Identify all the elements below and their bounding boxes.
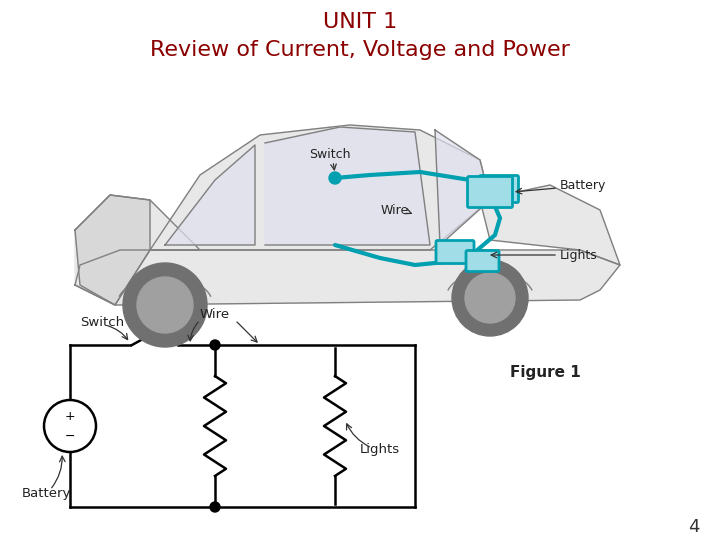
- Circle shape: [465, 273, 515, 323]
- Text: Lights: Lights: [360, 443, 400, 456]
- Circle shape: [210, 340, 220, 350]
- Text: Battery: Battery: [22, 487, 71, 500]
- Circle shape: [329, 172, 341, 184]
- Circle shape: [137, 277, 193, 333]
- Text: Wire: Wire: [200, 308, 230, 321]
- FancyBboxPatch shape: [467, 177, 513, 207]
- FancyBboxPatch shape: [436, 240, 474, 264]
- Text: Figure 1: Figure 1: [510, 366, 581, 381]
- Circle shape: [210, 502, 220, 512]
- Polygon shape: [150, 125, 490, 250]
- Text: Battery: Battery: [560, 179, 606, 192]
- Polygon shape: [75, 250, 620, 305]
- Polygon shape: [435, 130, 490, 245]
- FancyBboxPatch shape: [466, 251, 499, 272]
- Polygon shape: [75, 195, 150, 305]
- Text: Lights: Lights: [560, 248, 598, 261]
- Polygon shape: [480, 185, 620, 265]
- Circle shape: [452, 260, 528, 336]
- Text: −: −: [65, 429, 76, 442]
- Circle shape: [123, 263, 207, 347]
- Text: Wire: Wire: [381, 204, 409, 217]
- FancyBboxPatch shape: [480, 176, 518, 202]
- Text: Switch: Switch: [80, 315, 124, 328]
- Polygon shape: [165, 145, 255, 245]
- Text: 4: 4: [688, 518, 700, 536]
- Text: UNIT 1: UNIT 1: [323, 12, 397, 32]
- Text: Review of Current, Voltage and Power: Review of Current, Voltage and Power: [150, 40, 570, 60]
- Text: +: +: [65, 409, 76, 422]
- Circle shape: [44, 400, 96, 452]
- Text: Switch: Switch: [310, 148, 351, 161]
- Polygon shape: [75, 195, 200, 305]
- Polygon shape: [265, 127, 430, 245]
